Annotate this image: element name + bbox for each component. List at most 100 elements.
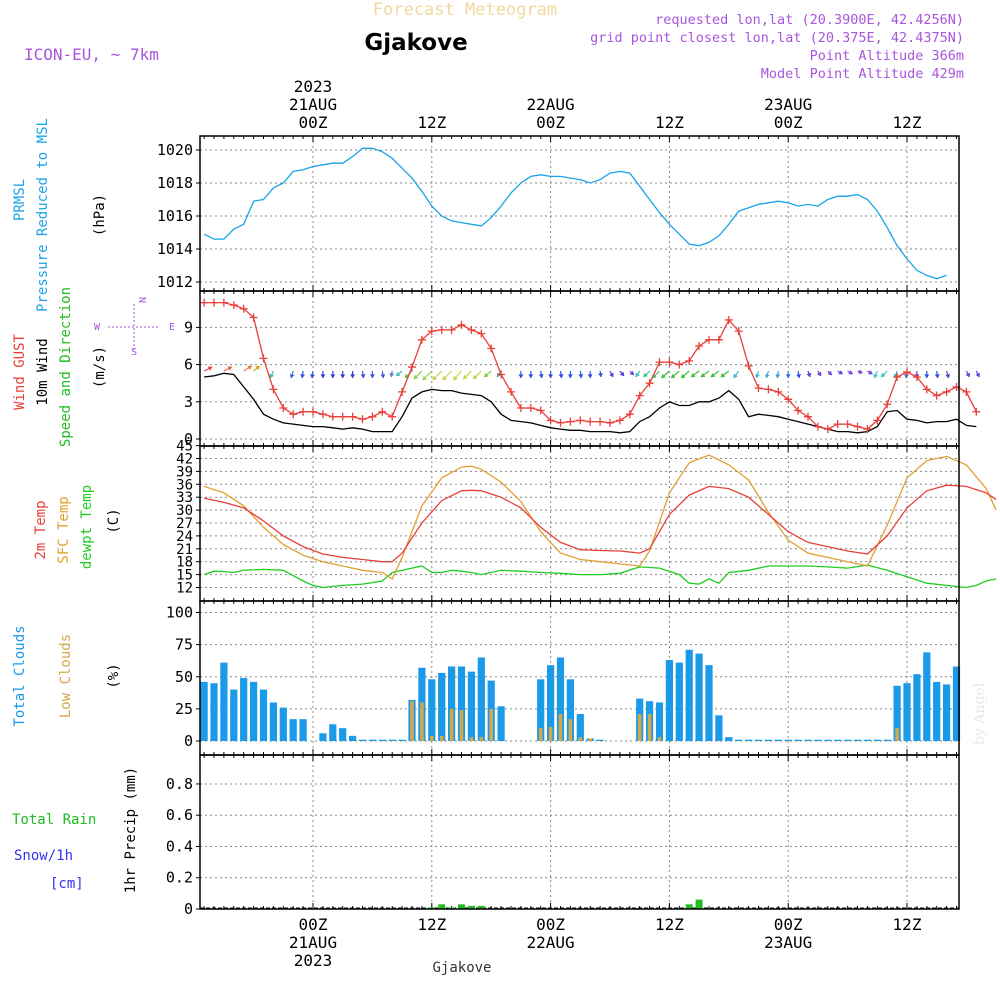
wind-arrow-head (848, 369, 854, 375)
wind-arrow-head (643, 372, 648, 378)
compass-w: W (94, 322, 101, 333)
gust-marker (863, 425, 872, 434)
y-tick-label: 0 (184, 900, 193, 918)
model-altitude: Model Point Altitude 429m (761, 66, 964, 82)
total-cloud-bar (576, 714, 584, 741)
bottom-time-label: 23AUG (764, 933, 812, 952)
y-tick-label: 1012 (157, 273, 193, 291)
wind-arrow-head (578, 374, 584, 379)
wind-panel: 0 3 6 9 (184, 290, 981, 448)
temp2m-label: 2m Temp (33, 500, 49, 559)
wind-arrow-head (785, 374, 791, 379)
top-time-label: 21AUG (289, 95, 337, 114)
point-altitude: Point Altitude 366m (810, 48, 964, 64)
top-time-label: 2023 (294, 77, 333, 96)
y-tick-label: 0.8 (166, 775, 193, 793)
total-cloud-bar (339, 728, 347, 741)
low-clouds-label: Low Clouds (58, 634, 74, 718)
gust-marker (922, 385, 931, 394)
total-clouds-label: Total Clouds (12, 625, 28, 726)
gust-marker (437, 325, 446, 334)
wind-arrow-head (720, 372, 726, 378)
wind-arrow-head (598, 372, 603, 378)
low-cloud-bar (479, 737, 484, 741)
y-tick-label: 25 (175, 700, 193, 718)
gust-marker (912, 373, 921, 381)
wind-arrow-head (360, 374, 366, 379)
gust-marker (467, 325, 476, 334)
gust-marker (833, 420, 842, 429)
y-tick-label: 1018 (157, 174, 193, 192)
total-cloud-bar (893, 685, 901, 741)
compass-rose: N S E W (94, 297, 175, 358)
total-cloud-bar (279, 707, 287, 741)
gust-marker (477, 329, 486, 338)
pressure-panel: 1012 1014 1016 1018 1020 (157, 135, 960, 292)
low-cloud-bar (469, 737, 474, 741)
total-cloud-bar (784, 739, 792, 741)
gust-marker (596, 417, 605, 426)
wind-arrow-head (518, 374, 524, 379)
top-time-label: 00Z (536, 113, 565, 132)
gust-marker (853, 422, 862, 431)
wind-arrow-head (924, 374, 930, 379)
total-cloud-bar (853, 739, 862, 741)
gust-marker (408, 363, 416, 372)
wind-arrow-head (827, 370, 833, 376)
low-cloud-bar (647, 714, 652, 741)
gust-marker (823, 425, 832, 434)
y-tick-label: 100 (166, 604, 193, 622)
gust-marker (249, 313, 258, 322)
low-cloud-bar (637, 714, 642, 741)
y-tick-label: 0 (184, 430, 193, 448)
gust-marker (299, 407, 308, 416)
gust-marker (427, 327, 436, 336)
dewpt-line (203, 564, 997, 589)
rain-bar (428, 907, 436, 909)
wind-unit: (m/s) (92, 346, 108, 388)
wind-arrow-head (389, 372, 395, 378)
wind-arrow-head (975, 372, 980, 378)
total-cloud-bar (804, 739, 812, 741)
low-cloud-bar (548, 726, 553, 741)
y-tick-label: 36 (176, 477, 193, 493)
rain-label: Total Rain (12, 812, 96, 828)
wind-arrow-head (289, 373, 295, 379)
total-cloud-bar (299, 719, 307, 741)
gust-marker (764, 385, 773, 394)
wind-arrow-head (395, 371, 401, 377)
gust-marker (279, 404, 288, 412)
wind-arrow-head (453, 375, 458, 381)
gust-marker (962, 387, 971, 396)
total-cloud-bar (596, 739, 604, 741)
low-cloud-bar (568, 719, 573, 741)
total-cloud-bar (873, 739, 881, 741)
gust-marker (724, 315, 733, 324)
low-cloud-bar (420, 702, 424, 741)
rain-bar (685, 904, 693, 909)
y-tick-label: 1016 (157, 207, 193, 225)
gust-marker (665, 358, 674, 367)
y-tick-label: 1020 (157, 141, 193, 159)
gust-marker (210, 298, 218, 307)
snow-label: Snow/1h (14, 848, 73, 864)
wind-arrow-head (796, 374, 802, 379)
y-tick-label: 30 (176, 503, 193, 519)
rain-bar (467, 905, 475, 909)
wind-arrow-head (413, 374, 419, 380)
gust-marker (358, 415, 367, 424)
total-cloud-bar (933, 681, 941, 741)
total-cloud-bar (952, 666, 961, 741)
wind-arrow-head (442, 375, 447, 381)
wind-arrow-head (806, 372, 812, 378)
wind-arrow-head (548, 374, 554, 379)
wind-arrow-head (330, 374, 336, 379)
total-cloud-bar (883, 739, 891, 741)
y-tick-label: 21 (176, 542, 193, 558)
wind-arrow-head (873, 373, 879, 379)
y-tick-label: 18 (176, 555, 193, 571)
wind-arrow-head (867, 369, 873, 375)
total-cloud-bar (319, 733, 327, 741)
